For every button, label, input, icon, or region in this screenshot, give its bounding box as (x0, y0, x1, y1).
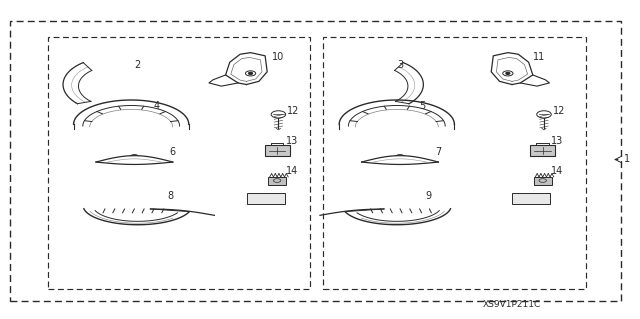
Bar (534, 177, 552, 185)
Bar (531, 145, 555, 156)
Text: XS9V1P211C: XS9V1P211C (483, 300, 541, 309)
Text: 8: 8 (168, 191, 174, 201)
Bar (48, 37, 310, 289)
Bar (10, 21, 621, 301)
Bar (268, 177, 286, 185)
Bar (265, 145, 289, 156)
Text: 6: 6 (170, 146, 176, 157)
Text: 5: 5 (419, 101, 426, 111)
Text: 14: 14 (551, 166, 564, 176)
Text: 13: 13 (285, 136, 298, 146)
Bar (323, 37, 586, 289)
Text: 12: 12 (552, 106, 565, 116)
Text: 1: 1 (624, 154, 630, 165)
Circle shape (506, 72, 510, 74)
Text: 9: 9 (426, 191, 432, 201)
Bar (246, 193, 285, 204)
Text: 11: 11 (533, 52, 546, 63)
Text: 7: 7 (435, 146, 442, 157)
Bar (512, 193, 550, 204)
Text: 14: 14 (285, 166, 298, 176)
Text: 13: 13 (551, 136, 564, 146)
Text: 3: 3 (397, 60, 403, 70)
Text: 12: 12 (287, 106, 300, 116)
Text: 10: 10 (272, 52, 285, 63)
Circle shape (249, 72, 252, 74)
Text: 4: 4 (154, 101, 160, 111)
Text: 2: 2 (134, 60, 141, 70)
